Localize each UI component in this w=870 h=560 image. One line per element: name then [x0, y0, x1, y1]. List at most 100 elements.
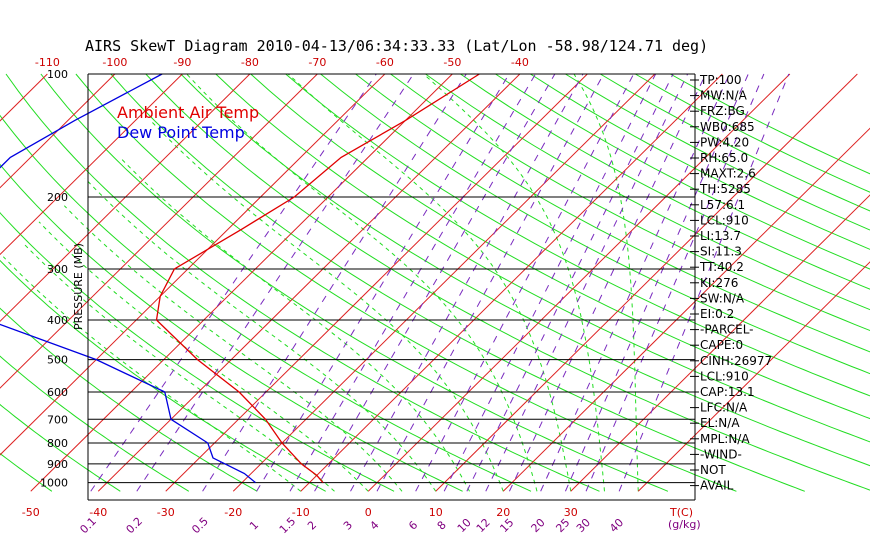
mixing-ratio-tick-label: 3 — [341, 518, 355, 532]
background-lines — [0, 73, 870, 492]
bottom-temperature-tick-label: -20 — [224, 506, 242, 519]
mixing-ratio-line — [202, 73, 467, 492]
isobars — [88, 196, 695, 484]
moist-adiabat — [119, 157, 470, 492]
moist-adiabat — [2, 256, 302, 492]
dry-adiabat — [0, 403, 121, 492]
pressure-tick-label: 100 — [47, 68, 68, 81]
mixing-ratio-tick-label: 4 — [367, 518, 381, 532]
mixing-ratio-line — [585, 73, 765, 492]
dry-adiabat — [0, 163, 463, 492]
bottom-temperature-tick-label: -30 — [157, 506, 175, 519]
bottom-temperature-tick-label: -10 — [292, 506, 310, 519]
dry-adiabat — [0, 452, 53, 492]
top-temperature-tick-label: -70 — [308, 56, 326, 69]
moist-adiabat — [186, 73, 538, 492]
isotherm — [435, 73, 858, 492]
mixing-ratio-line — [415, 73, 635, 492]
stability-index-item: LFC:N/A — [700, 401, 748, 415]
pressure-tick-label: 200 — [47, 191, 68, 204]
pressure-tick-label: 600 — [47, 386, 68, 399]
dry-adiabat — [250, 73, 870, 420]
pressure-tick-label: 400 — [47, 314, 68, 327]
isotherm — [0, 73, 48, 122]
mixing-ratio-line — [508, 73, 707, 492]
stability-index-item: LCL:910 — [700, 369, 749, 383]
mixing-ratio-line — [350, 73, 584, 492]
dew-point-temp-profile — [0, 73, 256, 484]
dry-adiabat — [0, 355, 190, 492]
legend-dew-point-temp: Dew Point Temp — [117, 123, 245, 142]
mixing-ratio-tick-label: 2 — [305, 518, 319, 532]
isotherm — [30, 73, 453, 492]
moist-adiabat — [23, 243, 335, 492]
top-temperature-tick-label: -40 — [511, 56, 529, 69]
chart-title: AIRS SkewT Diagram 2010-04-13/06:34:33.3… — [85, 37, 708, 55]
moist-adiabat — [84, 177, 437, 492]
stability-index-item: SI:11.3 — [700, 245, 742, 259]
stability-index-item: EL:N/A — [700, 416, 740, 430]
bottom-temperature-tick-label: 20 — [496, 506, 510, 519]
stability-index-item: -PARCEL- — [700, 323, 754, 337]
mixing-ratio-tick-label: 0.5 — [189, 515, 211, 537]
stability-index-item: TH:5285 — [699, 182, 751, 196]
mixing-ratio-line — [90, 73, 377, 492]
x-axis-label: T(C) — [669, 506, 693, 519]
dry-adiabat — [5, 73, 600, 492]
isotherm — [502, 127, 870, 492]
isotherm — [232, 73, 656, 492]
isotherm — [0, 73, 251, 322]
isotherm — [637, 261, 870, 492]
stability-index-item: LI:13.7 — [700, 229, 741, 243]
dry-adiabat — [320, 73, 870, 375]
bottom-temperature-tick-label: 0 — [365, 506, 372, 519]
mixing-ratio-line — [564, 73, 749, 492]
pressure-tick-label: 300 — [47, 263, 68, 276]
stability-index-item: MPL:N/A — [700, 432, 750, 446]
mixing-ratio-tick-label: 20 — [529, 516, 548, 535]
bottom-temperature-tick-label: 30 — [564, 506, 578, 519]
top-temperature-tick-label: -110 — [35, 56, 60, 69]
mixing-ratio-tick-label: 1 — [247, 518, 261, 532]
stability-index-item: TT:40.2 — [699, 260, 744, 274]
stability-index-item: L57:6.1 — [700, 198, 745, 212]
pressure-tick-label: 500 — [47, 354, 68, 367]
moist-adiabat — [150, 120, 504, 492]
dry-adiabat — [460, 73, 870, 290]
top-temperature-tick-label: -60 — [376, 56, 394, 69]
mixing-ratio-tick-label: 12 — [474, 516, 493, 535]
mixing-ratio-line — [256, 73, 510, 492]
isotherm — [0, 73, 386, 456]
dry-adiabat — [355, 73, 870, 353]
dry-adiabat — [110, 73, 805, 492]
stability-index-item: WB0:685 — [700, 120, 755, 134]
legend-ambient-air-temp: Ambient Air Temp — [117, 103, 259, 122]
mixing-ratio-tick-label: 8 — [435, 518, 449, 532]
moist-adiabat — [63, 205, 403, 492]
mixing-ratio-line — [443, 73, 657, 492]
dry-adiabat — [530, 73, 870, 250]
pressure-tick-label: 800 — [47, 437, 68, 450]
stability-index-item: KI:276 — [700, 276, 738, 290]
stability-index-item: NOT — [700, 463, 726, 477]
mixing-ratio-tick-label: 10 — [455, 516, 474, 535]
profiles — [0, 73, 480, 484]
dry-adiabat — [0, 114, 532, 492]
dry-adiabat — [215, 73, 870, 443]
mixing-ratio-tick-label: 6 — [406, 518, 420, 532]
dry-adiabat — [425, 73, 870, 311]
mixing-ratio-line — [289, 73, 536, 492]
mixing-ratio-line — [314, 73, 556, 492]
isotherm — [300, 73, 723, 492]
mixing-ratio-line — [466, 73, 674, 492]
stability-index-item: RH:65.0 — [700, 151, 748, 165]
stability-index-item: MW:N/A — [700, 89, 748, 103]
stability-index-item: FRZ:BG — [700, 104, 745, 118]
moist-adiabat — [38, 221, 369, 492]
dry-adiabat — [390, 73, 870, 332]
bottom-temperature-tick-label: -50 — [22, 506, 40, 519]
stability-index-item: CAP:13.1 — [700, 385, 755, 399]
top-temperature-tick-label: -50 — [443, 56, 461, 69]
